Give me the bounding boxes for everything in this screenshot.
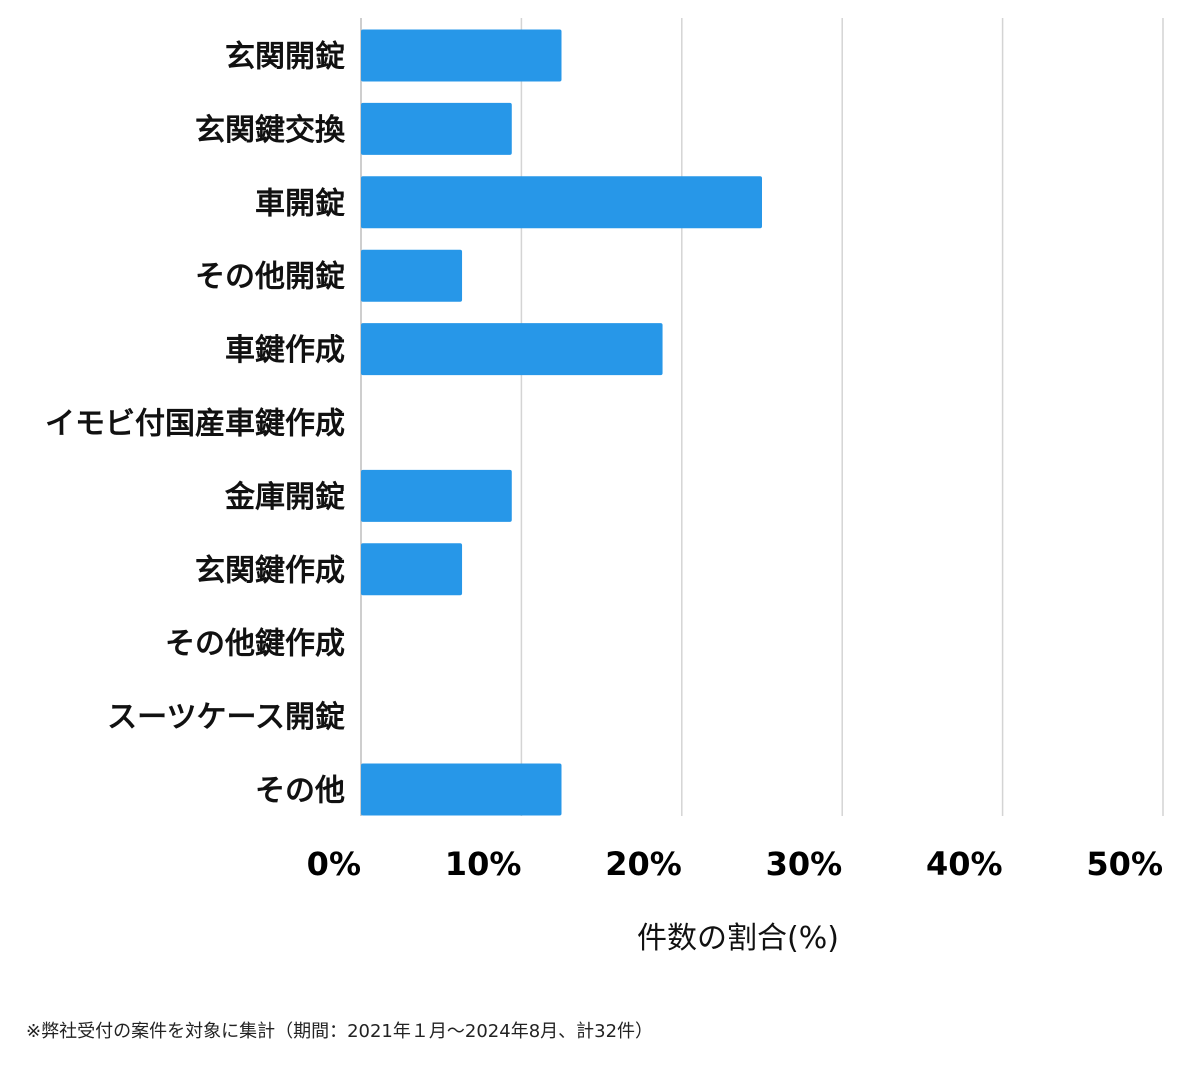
bar-chart: 玄関開錠玄関鍵交換車開錠その他開錠車鍵作成イモビ付国産車鍵作成金庫開錠玄関鍵作成…: [45, 18, 1164, 956]
category-label: イモビ付国産車鍵作成: [45, 407, 345, 442]
category-label: 車開錠: [255, 186, 345, 221]
bar: [361, 29, 562, 82]
bar: [361, 469, 512, 522]
category-label: 玄関鍵交換: [195, 113, 346, 148]
x-tick-labels: 0% 10% 20% 30% 40% 50%: [307, 845, 1163, 883]
bar: [361, 249, 463, 302]
x-tick-label: 10%: [445, 845, 522, 883]
x-tick-label: 20%: [605, 845, 682, 883]
x-tick-label: 40%: [926, 845, 1003, 883]
bar: [361, 323, 663, 376]
category-label: 玄関開錠: [225, 40, 345, 75]
footnote: ※弊社受付の案件を対象に集計（期間：2021年１月〜2024年8月、計32件）: [26, 1021, 654, 1042]
category-label: 車鍵作成: [225, 333, 345, 368]
x-tick-label: 0%: [307, 845, 361, 883]
x-tick-label: 30%: [766, 845, 843, 883]
bars: [361, 29, 762, 816]
gridlines: [360, 18, 1164, 816]
x-axis-title: 件数の割合(%): [637, 921, 839, 956]
category-label: スーツケース開錠: [107, 700, 345, 735]
bar: [361, 543, 463, 596]
category-label: その他開錠: [195, 260, 345, 295]
category-label: その他鍵作成: [165, 627, 345, 662]
category-label: 金庫開錠: [224, 480, 345, 515]
category-label: その他: [255, 774, 345, 809]
bar: [361, 176, 762, 229]
category-label: 玄関鍵作成: [195, 553, 345, 588]
x-tick-label: 50%: [1086, 845, 1163, 883]
category-labels: 玄関開錠玄関鍵交換車開錠その他開錠車鍵作成イモビ付国産車鍵作成金庫開錠玄関鍵作成…: [45, 40, 346, 809]
bar: [361, 102, 512, 155]
bar: [361, 763, 562, 816]
